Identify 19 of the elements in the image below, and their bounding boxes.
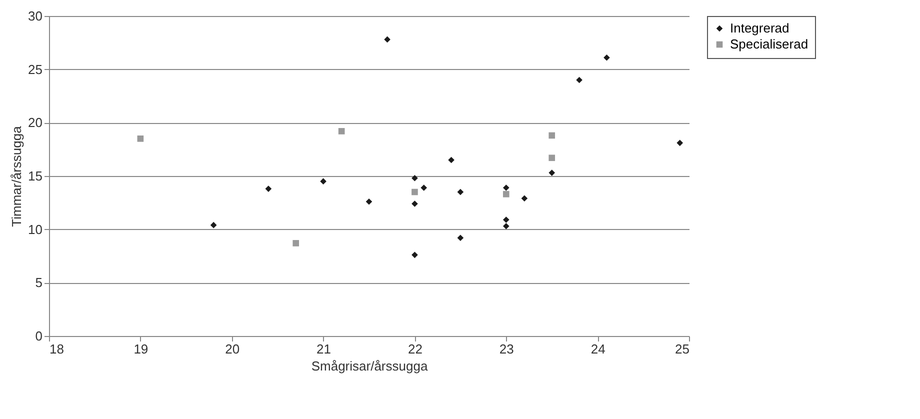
y-tick-label: 10: [28, 222, 42, 237]
x-tick-label: 24: [590, 342, 606, 356]
legend-label: Integrerad: [730, 20, 790, 36]
y-tick-label: 5: [35, 275, 42, 290]
legend-label: Specialiserad: [730, 36, 808, 52]
x-tick-label: 20: [225, 342, 240, 356]
y-tick-label: 0: [35, 328, 42, 344]
y-tick-label: 30: [28, 8, 42, 24]
x-tick-label: 23: [499, 342, 514, 356]
y-tick-label: 25: [28, 62, 42, 77]
x-tick-label: 22: [408, 342, 422, 356]
x-tick-label: 18: [50, 342, 64, 356]
x-axis-title: Smågrisar/årssugga: [311, 358, 428, 374]
y-axis-title: Timmar/årssugga: [9, 125, 24, 227]
x-tick-label: 19: [134, 342, 148, 356]
y-tick-label: 15: [28, 168, 42, 184]
y-tick-label: 20: [28, 115, 42, 130]
x-tick-label: 25: [675, 342, 690, 356]
x-tick-label: 21: [316, 342, 332, 356]
